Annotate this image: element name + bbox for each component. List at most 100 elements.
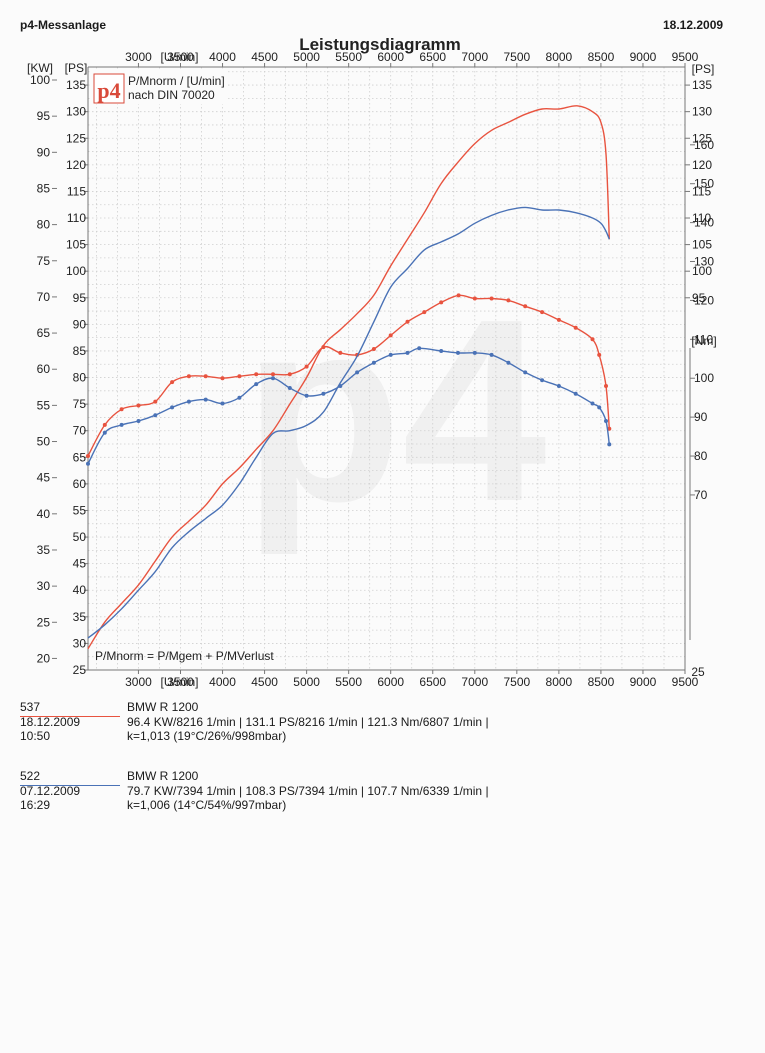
x-unit-label-top: [U/min] bbox=[160, 50, 198, 64]
ps-tick-label: 90 bbox=[73, 317, 87, 331]
ps-right-tick-label: 100 bbox=[692, 264, 712, 278]
kw-tick-label: 55 bbox=[37, 398, 51, 412]
torque-point-537 bbox=[203, 374, 208, 379]
watermark-text: p4 bbox=[243, 266, 548, 557]
torque-point-522 bbox=[472, 350, 477, 355]
torque-point-522 bbox=[338, 384, 343, 388]
torque-point-522 bbox=[590, 401, 595, 406]
torque-point-537 bbox=[321, 345, 326, 350]
x-tick-label-bottom: 8000 bbox=[546, 675, 573, 689]
torque-point-522 bbox=[203, 397, 208, 402]
torque-point-522 bbox=[287, 386, 292, 390]
record-color-line bbox=[20, 716, 120, 717]
ps-tick-label: 130 bbox=[66, 105, 86, 119]
torque-point-522 bbox=[573, 391, 578, 396]
torque-point-537 bbox=[153, 399, 158, 404]
torque-point-522 bbox=[540, 378, 545, 383]
torque-point-537 bbox=[119, 407, 124, 412]
ps-right-tick-label: 110 bbox=[692, 211, 711, 225]
x-tick-label-top: 7500 bbox=[503, 50, 530, 64]
nm-tick-label: 100 bbox=[694, 371, 714, 385]
torque-point-537 bbox=[371, 347, 376, 351]
record-conditions: k=1,013 (19°C/26%/998mbar) bbox=[127, 729, 287, 743]
torque-point-537 bbox=[489, 296, 494, 301]
legend-line-2: nach DIN 70020 bbox=[128, 88, 215, 102]
torque-point-522 bbox=[607, 442, 612, 447]
torque-point-537 bbox=[338, 350, 343, 355]
x-tick-label-bottom: 3000 bbox=[125, 675, 152, 689]
ps-tick-label: 135 bbox=[66, 78, 86, 92]
torque-point-522 bbox=[523, 370, 528, 375]
ps-tick-label: 50 bbox=[73, 530, 87, 544]
x-tick-label-top: 5500 bbox=[335, 50, 362, 64]
ps-right-tick-label: 105 bbox=[692, 238, 712, 252]
kw-tick-label: 75 bbox=[37, 254, 51, 268]
torque-point-522 bbox=[153, 413, 158, 418]
torque-point-522 bbox=[136, 419, 141, 423]
ps-right-tick-label: 120 bbox=[692, 158, 712, 172]
torque-point-537 bbox=[590, 337, 595, 342]
torque-point-537 bbox=[422, 310, 427, 315]
kw-tick-label: 50 bbox=[37, 435, 51, 449]
kw-tick-label: 60 bbox=[37, 362, 51, 376]
ps-tick-label: 75 bbox=[73, 397, 87, 411]
ps-tick-label: 30 bbox=[73, 636, 87, 650]
x-tick-label-top: 9000 bbox=[630, 50, 657, 64]
ps-tick-label: 80 bbox=[73, 371, 87, 385]
record-model: BMW R 1200 bbox=[127, 700, 199, 714]
nm-tick-label: 80 bbox=[694, 449, 708, 463]
torque-point-522 bbox=[237, 395, 242, 400]
torque-point-537 bbox=[170, 380, 175, 385]
torque-point-522 bbox=[86, 461, 90, 466]
record-date: 07.12.2009 16:29 bbox=[20, 784, 81, 812]
ps-right-tick-label: 125 bbox=[692, 131, 712, 145]
torque-point-522 bbox=[271, 376, 275, 381]
torque-point-522 bbox=[417, 346, 422, 351]
x-tick-label-top: 4500 bbox=[251, 50, 278, 64]
kw-tick-label: 20 bbox=[37, 651, 51, 665]
kw-tick-label: 100 bbox=[30, 73, 50, 87]
record-color-line bbox=[20, 785, 120, 786]
x-tick-label-bottom: 6500 bbox=[419, 675, 446, 689]
power-curve-522 bbox=[87, 206, 610, 639]
torque-point-537 bbox=[86, 454, 90, 458]
power-torque-chart: p4 3000 3000 3500 3500 4000 4000 4500 4500 5000 5… bbox=[27, 35, 717, 689]
torque-point-537 bbox=[506, 298, 511, 303]
torque-point-522 bbox=[388, 352, 393, 357]
torque-point-537 bbox=[220, 376, 225, 381]
ps-tick-label: 125 bbox=[66, 131, 86, 145]
torque-curve-522 bbox=[87, 347, 610, 465]
torque-point-537 bbox=[472, 296, 477, 301]
ps-tick-label: 45 bbox=[73, 557, 87, 571]
kw-tick-label: 30 bbox=[37, 579, 51, 593]
torque-point-537 bbox=[136, 403, 141, 408]
legend-box: p4 P/Mnorm / [U/min] nach DIN 70020 bbox=[91, 71, 226, 104]
ps-tick-label: 60 bbox=[73, 477, 87, 491]
record-model: BMW R 1200 bbox=[127, 769, 199, 783]
torque-point-522 bbox=[254, 382, 259, 387]
x-tick-label-bottom: 4000 bbox=[209, 675, 236, 689]
torque-point-522 bbox=[506, 360, 511, 365]
ps-tick-label: 85 bbox=[73, 344, 87, 358]
torque-point-522 bbox=[604, 419, 608, 423]
p4-logo-text: p4 bbox=[97, 78, 120, 103]
nm-tick-label: 90 bbox=[694, 410, 708, 424]
x-tick-label-top: 9500 bbox=[672, 50, 699, 64]
ps-tick-label: 55 bbox=[73, 503, 87, 517]
torque-point-537 bbox=[523, 304, 528, 309]
x-tick-label-top: 5000 bbox=[293, 50, 320, 64]
torque-point-537 bbox=[304, 364, 309, 369]
x-unit-label-bottom: [U/min] bbox=[160, 675, 198, 689]
torque-point-522 bbox=[456, 350, 460, 355]
torque-point-522 bbox=[371, 360, 376, 365]
nm-tick-label: 70 bbox=[694, 488, 708, 502]
ps-tick-label: 65 bbox=[73, 450, 87, 464]
torque-point-537 bbox=[607, 426, 612, 431]
torque-point-522 bbox=[489, 352, 494, 357]
torque-point-537 bbox=[540, 310, 545, 315]
x-tick-label-bottom: 3500 bbox=[167, 675, 194, 689]
ps-tick-label: 95 bbox=[73, 291, 87, 305]
kw-tick-label: 35 bbox=[37, 543, 51, 557]
formula-label: P/Mnorm = P/Mgem + P/MVerlust bbox=[95, 649, 274, 663]
nm-tick-label: 160 bbox=[694, 138, 714, 152]
